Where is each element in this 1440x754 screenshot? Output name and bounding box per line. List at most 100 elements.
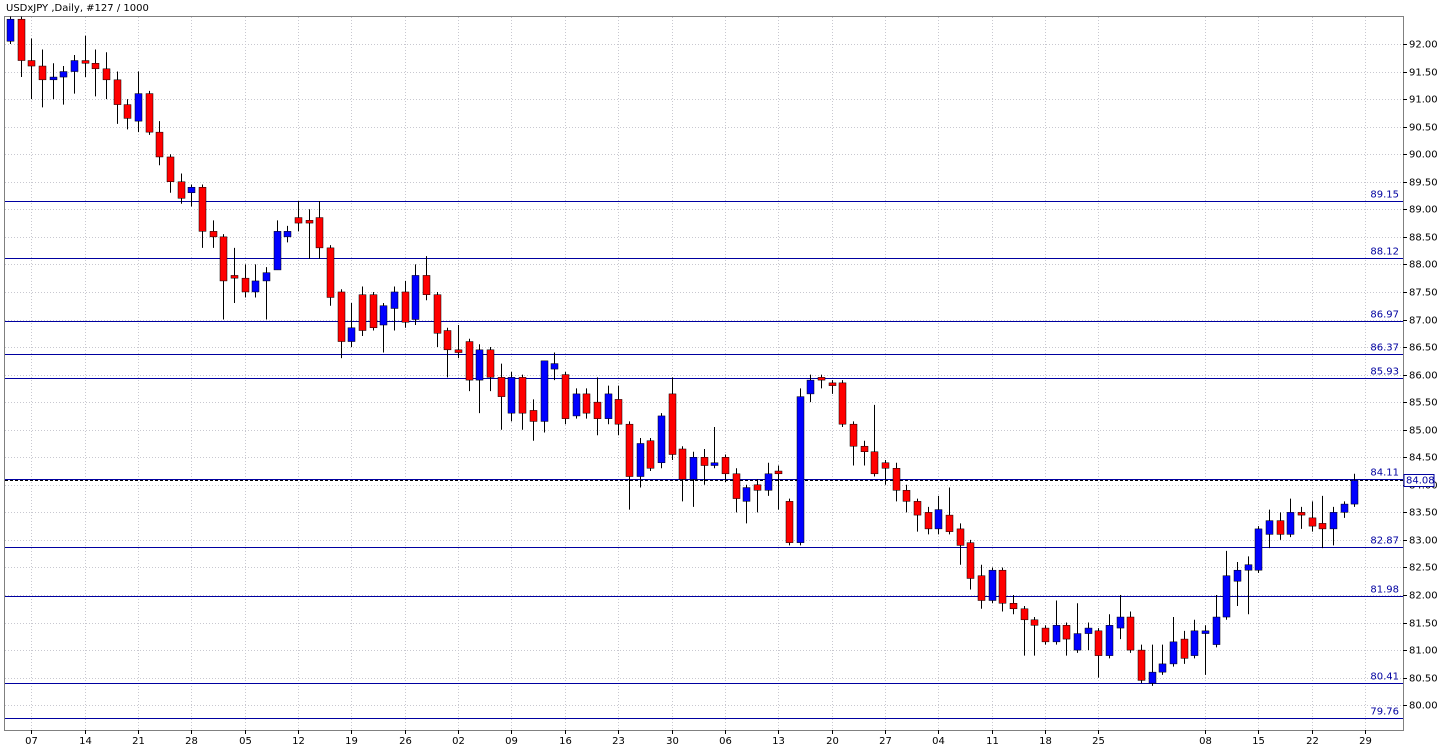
candle-body [806,379,815,395]
candle-body [764,473,773,491]
x-tick-label: 04 [932,736,945,747]
candle-body [1350,480,1359,505]
y-tick-label: 83.50 [1409,508,1438,519]
x-tick-label: 28 [185,736,198,747]
candle-body [593,401,602,419]
y-tick-label: 85.00 [1409,426,1438,437]
candle-body [369,294,378,329]
candle-body [241,277,250,293]
candle-body [1073,633,1082,651]
candle-body [817,377,826,381]
candle-body [1062,625,1071,640]
candle-body [796,396,805,543]
level-label: 79.76 [1370,707,1399,718]
candle-body [422,275,431,295]
y-tick-label: 88.00 [1409,260,1438,271]
candle-body [1094,630,1103,656]
candle-body [1190,630,1199,656]
level-label: 88.12 [1370,247,1399,258]
x-tick-label: 06 [719,736,732,747]
candle-body [700,457,709,466]
y-tick-label: 90.50 [1409,123,1438,134]
level-label: 85.93 [1370,367,1399,378]
current-price-box [1403,474,1435,487]
candle-body [1329,512,1338,530]
y-tick-label: 88.50 [1409,233,1438,244]
y-tick-label: 89.00 [1409,205,1438,216]
x-tick-label: 25 [1092,736,1105,747]
candle-body [550,363,559,370]
candle-body [91,63,100,70]
y-tick-label: 84.50 [1409,453,1438,464]
y-tick-label: 87.00 [1409,316,1438,327]
candle-body [913,501,922,516]
x-tick-label: 19 [345,736,358,747]
candle-body [1297,512,1306,516]
candle-body [475,349,484,381]
y-tick-label: 81.50 [1409,619,1438,630]
level-label: 80.41 [1370,672,1399,683]
current-price-label: 84.08 [1406,476,1435,487]
candle-body [81,60,90,64]
candle-body [1126,616,1135,651]
candle-body [1030,619,1039,626]
level-label: 81.98 [1370,585,1399,596]
candle-body [636,443,645,477]
x-tick-label: 30 [666,736,679,747]
candle-body [17,18,26,61]
candle-body [326,247,335,298]
candle-body [1318,523,1327,530]
candle-body [70,60,79,72]
level-label: 86.37 [1370,343,1399,354]
candle-body [379,305,388,326]
candle-body [732,473,741,499]
level-label: 84.11 [1370,468,1399,479]
x-tick-label: 20 [826,736,839,747]
candle-body [582,393,591,414]
candle-body [892,468,901,491]
candle-body [49,76,58,81]
level-label: 89.15 [1370,190,1399,201]
candle-body [166,156,175,183]
candle-body [1286,512,1295,535]
candle-body [1052,625,1061,643]
y-tick-label: 92.00 [1409,40,1438,51]
candle-body [454,349,463,353]
candle-body [209,231,218,238]
y-tick-label: 90.00 [1409,150,1438,161]
x-tick-label: 18 [1039,736,1052,747]
x-tick-label: 23 [612,736,625,747]
x-tick-label: 14 [79,736,92,747]
candle-body [668,393,677,455]
candle-body [646,440,655,469]
candle-body [1148,671,1157,684]
candle-body [785,501,794,543]
candle-body [102,68,111,81]
candle-body [486,349,495,378]
x-tick-label: 13 [772,736,785,747]
candle-body [347,327,356,342]
candle-body [433,294,442,334]
y-tick-label: 85.50 [1409,398,1438,409]
y-tick-label: 86.50 [1409,343,1438,354]
candle-body [1169,641,1178,665]
candle-body [881,462,890,469]
candle-body [262,272,271,282]
candle-body [134,93,143,122]
candle-body [123,104,132,119]
candle-body [1244,564,1253,571]
candle-body [998,569,1007,604]
candle-body [1212,616,1221,645]
candle-body [38,65,47,81]
candle-body [1105,625,1114,656]
candle-body [977,575,986,601]
candle-body [1137,649,1146,681]
x-tick-label: 21 [132,736,145,747]
candle-body [902,490,911,502]
candle-body [774,470,783,475]
candle-body [1084,627,1093,634]
candle-body [849,423,858,447]
candle-body [966,542,975,579]
candle-body [1158,663,1167,673]
